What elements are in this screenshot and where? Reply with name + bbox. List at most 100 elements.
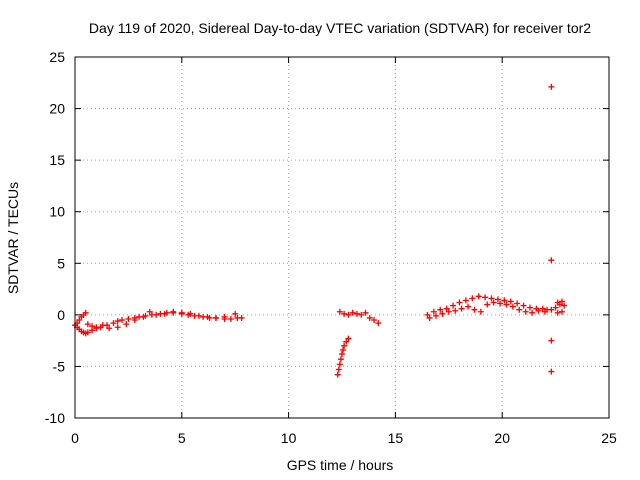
data-point	[432, 312, 439, 319]
data-point	[548, 83, 555, 90]
data-point	[195, 312, 202, 319]
data-point	[490, 299, 497, 306]
data-point	[514, 300, 521, 307]
grid	[75, 57, 609, 418]
data-point	[462, 297, 469, 304]
data-points	[72, 83, 568, 378]
data-point	[556, 301, 563, 308]
data-point	[445, 308, 452, 315]
data-point	[334, 371, 341, 378]
data-point	[552, 304, 559, 311]
data-point	[125, 315, 132, 322]
data-point	[366, 314, 373, 321]
data-point	[131, 317, 138, 324]
data-point	[437, 306, 444, 313]
data-point	[548, 368, 555, 375]
data-series	[74, 308, 239, 332]
y-tick-label: 25	[49, 49, 65, 65]
data-point	[178, 309, 185, 316]
data-point	[424, 311, 431, 318]
data-point	[114, 318, 121, 325]
data-point	[212, 314, 219, 321]
y-tick-label: 15	[49, 152, 65, 168]
x-tick-label: 25	[601, 430, 617, 446]
data-series	[334, 308, 382, 378]
data-point	[507, 298, 514, 305]
data-point	[488, 295, 495, 302]
data-point	[227, 315, 234, 322]
data-point	[471, 306, 478, 313]
data-point	[362, 309, 369, 316]
data-point	[123, 321, 130, 328]
data-point	[535, 307, 542, 314]
data-point	[548, 306, 555, 313]
data-point	[345, 335, 352, 342]
data-point	[526, 304, 533, 311]
y-tick-label: -10	[45, 410, 65, 426]
y-tick-label: 20	[49, 101, 65, 117]
data-point	[443, 305, 450, 312]
y-tick-label: 10	[49, 204, 65, 220]
data-point	[456, 299, 463, 306]
data-point	[482, 294, 489, 301]
plot-frame	[74, 56, 610, 419]
data-point	[469, 295, 476, 302]
data-point	[548, 337, 555, 344]
data-point	[161, 310, 168, 317]
data-point	[539, 305, 546, 312]
data-point	[238, 314, 245, 321]
data-point	[232, 310, 239, 317]
data-point	[529, 309, 536, 316]
data-point	[99, 322, 106, 329]
data-point	[516, 306, 523, 313]
data-point	[548, 257, 555, 264]
data-point	[559, 308, 566, 315]
data-point	[465, 303, 472, 310]
chart-title: Day 119 of 2020, Sidereal Day-to-day VTE…	[89, 20, 591, 36]
data-point	[187, 310, 194, 317]
data-point	[522, 308, 529, 315]
data-point	[343, 338, 350, 345]
data-point	[93, 324, 100, 331]
data-point	[450, 302, 457, 309]
axis-ticks: 0 5 10 15 20 25 -10 -5 0 5 10 15 20 25	[45, 49, 617, 446]
data-point	[452, 307, 459, 314]
data-point	[345, 311, 352, 318]
data-point	[497, 300, 504, 307]
data-point	[509, 303, 516, 310]
data-series	[72, 309, 245, 337]
x-tick-label: 5	[178, 430, 186, 446]
data-point	[106, 325, 113, 332]
data-point	[146, 308, 153, 315]
y-tick-label: -5	[53, 358, 66, 374]
x-tick-label: 15	[388, 430, 404, 446]
data-point	[494, 296, 501, 303]
data-point	[340, 346, 347, 353]
data-point	[561, 302, 568, 309]
data-point	[559, 298, 566, 305]
data-point	[341, 310, 348, 317]
data-point	[337, 356, 344, 363]
data-point	[89, 323, 96, 330]
data-point	[439, 310, 446, 317]
data-point	[503, 301, 510, 308]
x-tick-label: 0	[71, 430, 79, 446]
y-tick-label: 0	[57, 307, 65, 323]
data-point	[110, 320, 117, 327]
data-point	[501, 297, 508, 304]
data-point	[118, 317, 125, 324]
data-point	[371, 317, 378, 324]
data-point	[336, 308, 343, 315]
y-axis-label: SDTVAR / TECUs	[5, 182, 21, 294]
data-point	[221, 313, 228, 320]
x-axis-label: GPS time / hours	[287, 457, 394, 473]
data-point	[140, 313, 147, 320]
data-series	[426, 299, 548, 321]
data-point	[82, 309, 89, 316]
data-point	[358, 311, 365, 318]
data-point	[341, 342, 348, 349]
data-point	[339, 351, 345, 358]
data-point	[484, 301, 491, 308]
data-point	[353, 310, 360, 317]
